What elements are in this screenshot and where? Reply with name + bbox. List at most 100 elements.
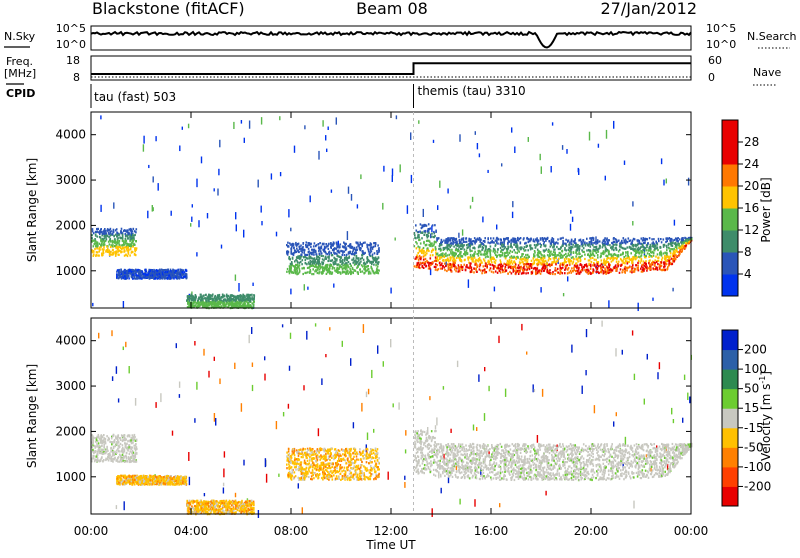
range-cell xyxy=(651,252,653,254)
range-cell xyxy=(424,252,426,254)
range-cell xyxy=(239,304,241,306)
range-cell xyxy=(659,247,661,249)
range-cell xyxy=(537,264,539,266)
range-cell xyxy=(301,251,303,253)
range-cell xyxy=(510,257,512,259)
range-cell xyxy=(663,252,665,254)
range-cell xyxy=(592,264,594,266)
range-cell xyxy=(593,246,595,248)
range-cell xyxy=(510,250,512,252)
range-cell xyxy=(466,244,468,246)
nave-tick-top: 60 xyxy=(708,54,722,67)
range-cell xyxy=(469,242,471,244)
range-cell xyxy=(566,255,568,257)
range-cell xyxy=(453,246,455,248)
range-cell xyxy=(485,271,487,273)
range-cell xyxy=(142,277,144,279)
range-cell xyxy=(129,273,131,275)
range-cell xyxy=(641,271,643,273)
range-cell xyxy=(123,251,125,253)
range-cell xyxy=(605,176,606,181)
range-cell xyxy=(511,261,513,263)
range-cell xyxy=(657,243,659,245)
range-cell xyxy=(295,251,297,253)
range-cell xyxy=(372,248,374,250)
range-cell xyxy=(103,243,105,245)
range-cell xyxy=(622,269,624,271)
range-cell xyxy=(479,257,481,259)
range-cell xyxy=(601,253,603,255)
range-cell xyxy=(479,153,480,157)
range-cell xyxy=(548,259,550,261)
range-cell xyxy=(411,175,412,183)
range-cell xyxy=(684,237,686,239)
range-cell xyxy=(622,242,624,244)
range-cell xyxy=(454,268,456,270)
range-cell xyxy=(223,300,225,302)
range-cell xyxy=(666,179,667,184)
range-cell xyxy=(131,251,133,253)
range-cell xyxy=(290,228,291,232)
range-cell xyxy=(467,266,469,268)
range-cell xyxy=(360,174,361,179)
range-cell xyxy=(431,236,433,238)
date-title: 27/Jan/2012 xyxy=(600,0,697,18)
range-cell xyxy=(295,264,297,266)
range-cell xyxy=(592,268,594,270)
range-cell xyxy=(360,247,362,249)
range-cell xyxy=(453,237,455,239)
range-cell xyxy=(476,259,478,261)
range-cell xyxy=(156,274,158,276)
range-cell xyxy=(337,272,339,274)
range-cell xyxy=(328,127,329,130)
range-cell xyxy=(173,277,175,279)
range-cell xyxy=(688,178,689,186)
range-cell xyxy=(212,294,214,296)
range-cell xyxy=(133,244,135,246)
range-cell xyxy=(421,227,423,229)
range-cell xyxy=(362,254,364,256)
range-cell xyxy=(106,238,108,240)
range-cell xyxy=(120,247,122,249)
range-cell xyxy=(329,267,331,269)
range-cell xyxy=(416,256,418,258)
range-cell xyxy=(324,258,326,260)
range-cell xyxy=(645,249,647,251)
range-cell xyxy=(109,249,111,251)
range-cell xyxy=(464,264,466,266)
range-cell xyxy=(619,245,621,247)
range-cell xyxy=(112,245,114,247)
range-cell xyxy=(514,270,516,272)
range-cell xyxy=(640,262,642,264)
range-cell xyxy=(542,257,544,259)
range-cell xyxy=(143,273,145,275)
range-cell xyxy=(92,251,94,253)
range-cell xyxy=(390,288,391,294)
range-cell xyxy=(428,244,430,246)
range-cell xyxy=(627,267,629,269)
range-cell xyxy=(506,262,508,264)
range-cell xyxy=(436,253,438,255)
range-cell xyxy=(240,299,242,301)
range-cell xyxy=(554,273,556,275)
range-cell xyxy=(418,259,420,261)
range-cell xyxy=(563,262,565,264)
range-cell xyxy=(488,248,490,250)
range-cell xyxy=(196,252,197,256)
range-cell xyxy=(104,229,106,231)
range-cell xyxy=(447,247,449,249)
range-cell xyxy=(608,257,610,259)
range-cell xyxy=(572,217,573,222)
range-cell xyxy=(527,259,529,261)
range-cell xyxy=(185,273,187,275)
range-cell xyxy=(360,258,362,260)
range-cell xyxy=(455,266,457,268)
range-cell xyxy=(336,253,338,255)
range-cell xyxy=(643,265,645,267)
range-cell xyxy=(249,121,250,129)
range-cell xyxy=(134,234,136,236)
range-cell xyxy=(648,256,650,258)
range-cell xyxy=(643,239,645,241)
range-cell xyxy=(418,231,420,233)
range-cell xyxy=(537,267,539,269)
